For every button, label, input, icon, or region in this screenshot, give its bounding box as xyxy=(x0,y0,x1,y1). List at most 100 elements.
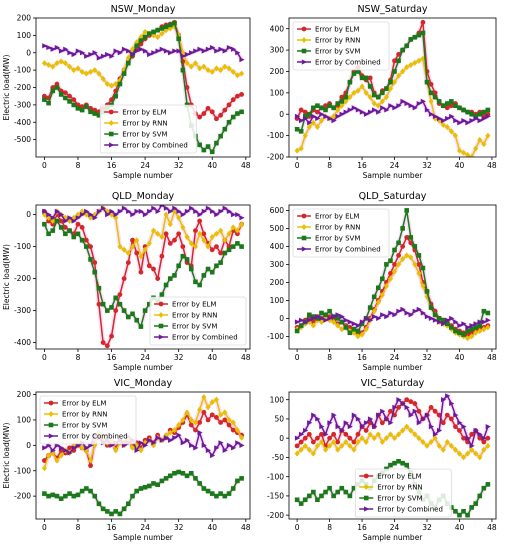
y-tick-label: 200 xyxy=(17,390,32,399)
data-point xyxy=(355,431,361,437)
data-point xyxy=(67,50,73,56)
data-point xyxy=(473,115,479,122)
data-point xyxy=(205,105,211,111)
data-point xyxy=(92,215,98,221)
data-point xyxy=(363,420,370,426)
data-point xyxy=(226,102,232,108)
data-point xyxy=(209,412,215,418)
data-point xyxy=(335,439,341,445)
data-point xyxy=(294,450,300,457)
data-point xyxy=(347,325,353,330)
data-point xyxy=(461,332,466,337)
data-point xyxy=(159,437,165,443)
data-point xyxy=(379,439,385,446)
data-point xyxy=(359,75,365,81)
data-point xyxy=(448,442,454,449)
data-point xyxy=(465,324,471,330)
y-tick-label: 0 xyxy=(26,210,31,219)
data-point xyxy=(412,261,418,268)
data-point xyxy=(201,442,207,448)
data-point xyxy=(319,493,324,499)
legend-box xyxy=(354,468,452,518)
data-point xyxy=(150,227,156,234)
data-point xyxy=(167,221,173,228)
data-point xyxy=(239,92,245,97)
data-point xyxy=(125,250,131,256)
data-point xyxy=(457,512,462,518)
legend-label: Error by RNN xyxy=(315,224,360,232)
data-point xyxy=(351,446,357,453)
data-point xyxy=(163,435,170,441)
data-point xyxy=(469,111,474,117)
data-point xyxy=(71,493,77,499)
data-point xyxy=(420,265,426,271)
data-point xyxy=(79,488,85,494)
data-point xyxy=(71,218,77,224)
data-point xyxy=(210,452,216,459)
data-point xyxy=(176,231,182,237)
data-point xyxy=(180,67,186,73)
data-point xyxy=(226,422,232,428)
chart-title: VIC_Monday xyxy=(114,378,173,389)
data-point xyxy=(113,308,119,313)
data-point xyxy=(351,89,357,96)
legend-box xyxy=(39,395,137,445)
data-point xyxy=(298,118,305,124)
data-point xyxy=(197,114,203,120)
data-point xyxy=(218,420,224,425)
data-point xyxy=(205,205,212,211)
data-point xyxy=(121,308,127,313)
data-point xyxy=(424,442,430,449)
data-point xyxy=(412,408,418,414)
data-point xyxy=(230,114,236,120)
data-point xyxy=(477,118,483,124)
series-group xyxy=(294,208,491,342)
data-point xyxy=(473,450,479,457)
data-point xyxy=(481,439,487,445)
data-point xyxy=(234,427,240,434)
data-point xyxy=(218,227,224,234)
data-point xyxy=(343,109,349,115)
data-point xyxy=(384,107,390,113)
data-point xyxy=(294,435,301,441)
data-point xyxy=(298,501,304,506)
data-point xyxy=(339,102,345,109)
data-point xyxy=(371,308,377,315)
data-point xyxy=(109,305,114,310)
y-tick-label: 50 xyxy=(274,415,284,424)
data-point xyxy=(184,208,191,214)
plot-frame xyxy=(288,391,497,520)
data-point xyxy=(121,205,128,211)
data-point xyxy=(100,75,106,82)
x-tick-label: 0 xyxy=(295,353,300,362)
data-point xyxy=(318,439,324,446)
series-group xyxy=(41,19,245,155)
x-tick-label: 8 xyxy=(327,353,332,362)
data-point xyxy=(176,208,182,214)
data-point xyxy=(412,308,418,314)
x-tick-label: 32 xyxy=(422,353,432,362)
data-point xyxy=(306,111,312,117)
data-point xyxy=(371,435,377,442)
data-point xyxy=(307,120,313,126)
y-tick-label: 0 xyxy=(26,441,31,450)
data-point xyxy=(469,333,475,340)
data-point xyxy=(172,20,177,26)
data-point xyxy=(449,325,454,330)
data-point xyxy=(339,319,345,325)
data-point xyxy=(205,266,211,272)
data-point xyxy=(134,48,140,54)
data-point xyxy=(109,82,115,89)
data-point xyxy=(363,428,369,433)
data-point xyxy=(147,437,153,443)
legend-item-comb: Error by Combined xyxy=(44,433,128,441)
data-point xyxy=(230,97,236,103)
data-point xyxy=(96,501,102,507)
data-point xyxy=(50,492,56,498)
data-point xyxy=(205,447,212,454)
data-point xyxy=(167,429,173,436)
legend-item-elm: Error by ELM xyxy=(297,26,359,34)
data-point xyxy=(428,305,434,310)
data-point xyxy=(306,312,312,318)
data-point xyxy=(201,111,207,116)
